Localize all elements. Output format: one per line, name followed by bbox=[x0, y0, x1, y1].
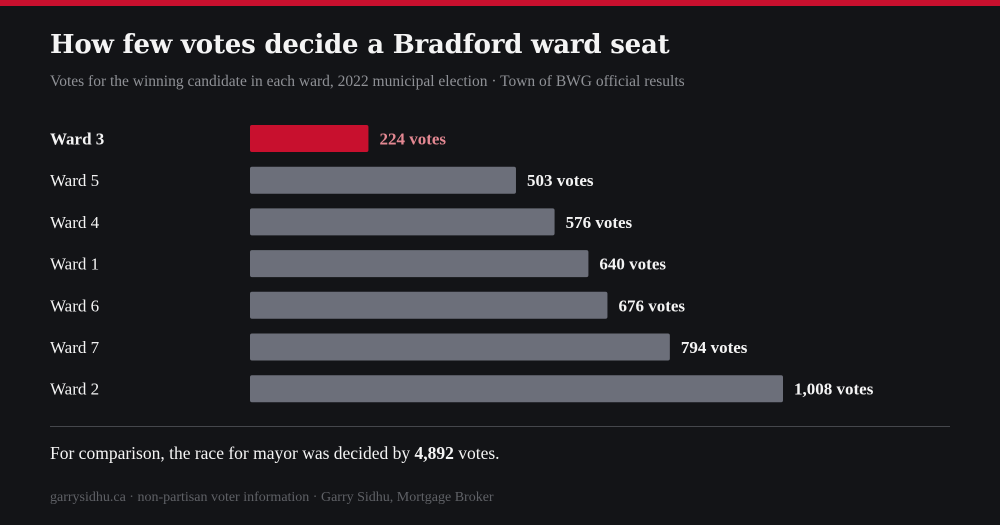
footnote-text-before: For comparison, the race for mayor was d… bbox=[50, 443, 415, 463]
category-label-ward-4: Ward 4 bbox=[50, 213, 100, 232]
bar-ward-3 bbox=[250, 125, 369, 152]
value-label-ward-6: 676 votes bbox=[618, 296, 685, 315]
source-footer: garrysidhu.ca · non-partisan voter infor… bbox=[50, 490, 494, 505]
mayor-comparison-note: For comparison, the race for mayor was d… bbox=[50, 443, 500, 464]
bar-ward-7 bbox=[250, 333, 670, 361]
bar-ward-5 bbox=[250, 166, 516, 194]
bar-ward-2 bbox=[250, 375, 783, 403]
value-label-ward-2: 1,008 votes bbox=[794, 380, 874, 399]
divider bbox=[50, 426, 950, 427]
value-label-ward-3: 224 votes bbox=[379, 130, 446, 149]
value-label-ward-4: 576 votes bbox=[566, 213, 633, 232]
bar-ward-4 bbox=[250, 208, 555, 236]
value-label-ward-5: 503 votes bbox=[527, 171, 594, 190]
top-accent-bar bbox=[0, 0, 1000, 6]
footnote-text-after: votes. bbox=[453, 443, 500, 463]
mayor-vote-margin: 4,892 bbox=[414, 443, 454, 463]
chart-subtitle: Votes for the winning candidate in each … bbox=[50, 73, 685, 90]
category-label-ward-3: Ward 3 bbox=[50, 130, 104, 149]
value-label-ward-1: 640 votes bbox=[599, 255, 666, 274]
chart-title: How few votes decide a Bradford ward sea… bbox=[50, 30, 670, 60]
category-label-ward-6: Ward 6 bbox=[50, 296, 99, 315]
category-label-ward-5: Ward 5 bbox=[50, 171, 99, 190]
bar-ward-1 bbox=[250, 250, 589, 278]
category-label-ward-1: Ward 1 bbox=[50, 255, 99, 274]
category-label-ward-2: Ward 2 bbox=[50, 380, 99, 399]
bar-ward-6 bbox=[250, 291, 608, 319]
value-label-ward-7: 794 votes bbox=[681, 338, 748, 357]
category-label-ward-7: Ward 7 bbox=[50, 338, 100, 357]
